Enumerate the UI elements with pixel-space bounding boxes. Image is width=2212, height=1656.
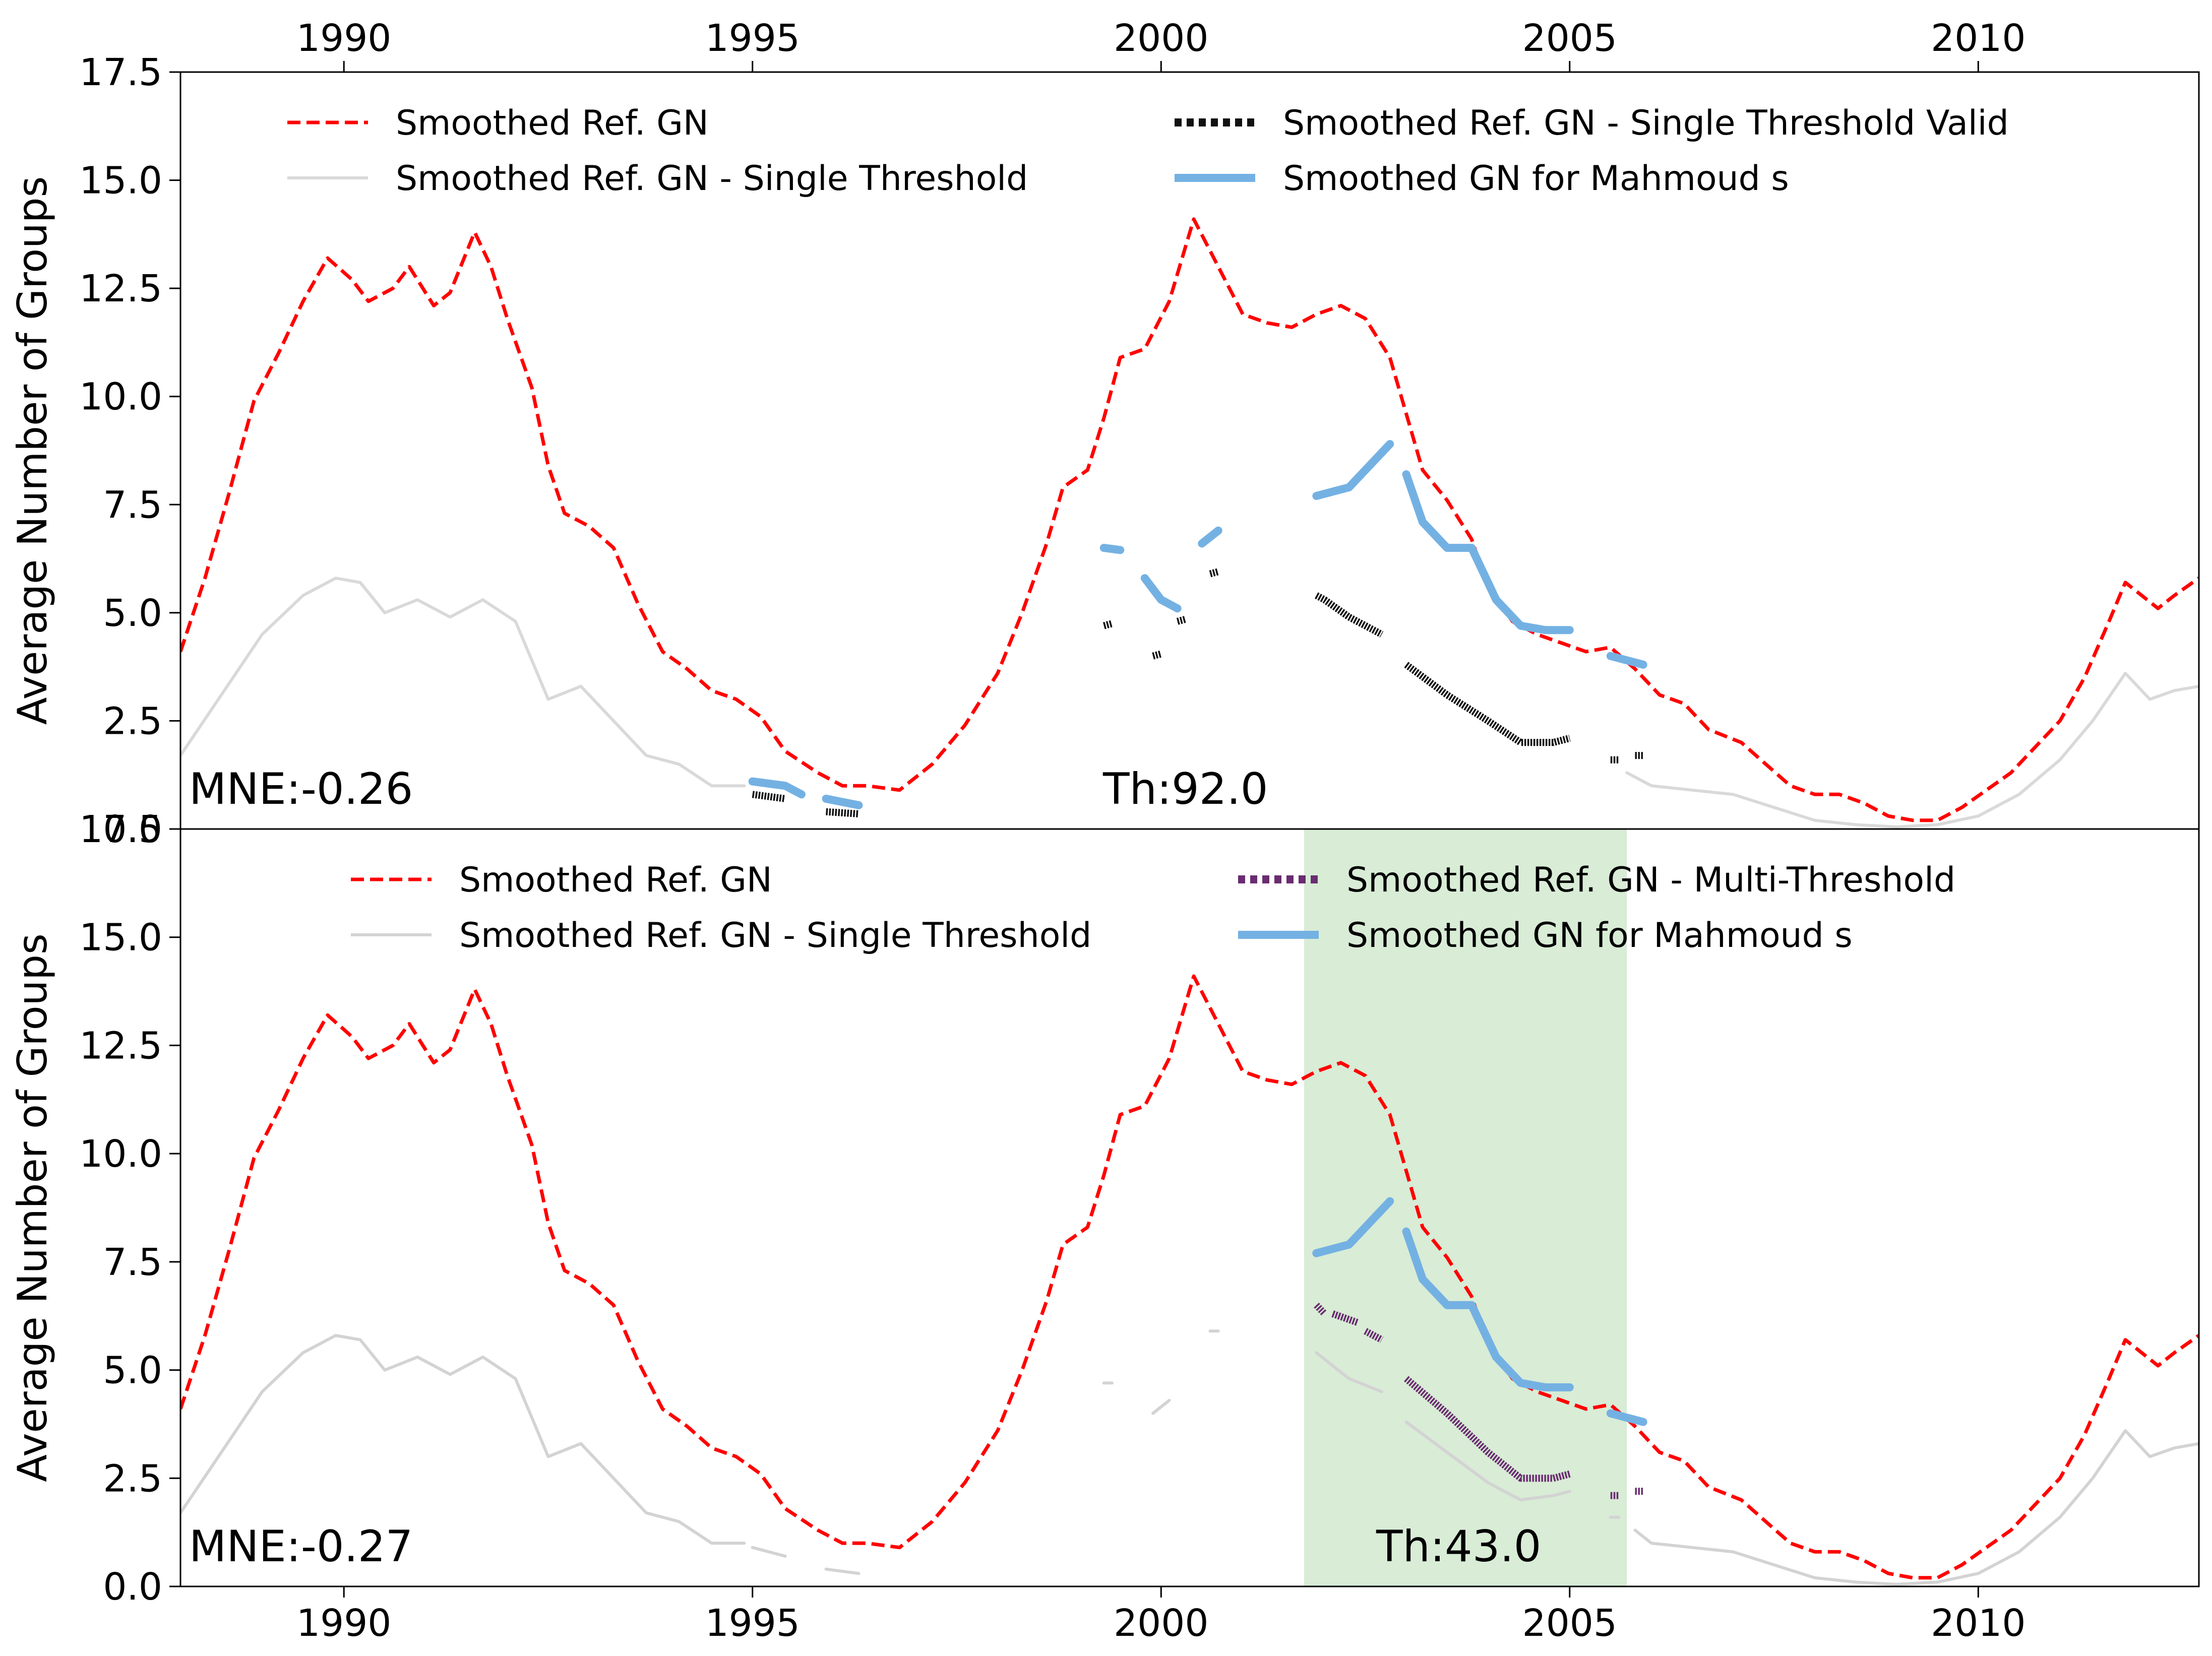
y-tick-label: 7.5	[103, 483, 162, 527]
series-lines	[180, 974, 2199, 1586]
series-line-smoothed-gn-for-mahmoud-s	[1402, 1227, 1574, 1391]
series-lines	[180, 217, 2199, 829]
x-tick-label: 2005	[1522, 1602, 1617, 1645]
legend: Smoothed Ref. GN Smoothed Ref. GN - Singl…	[351, 860, 1955, 956]
threshold-annotation: Th:92.0	[1102, 764, 1268, 814]
legend-label: Smoothed GN for Mahmoud s	[1346, 916, 1853, 956]
series-line-smoothed-gn-for-mahmoud-s	[1606, 652, 1647, 669]
legend-label: Smoothed Ref. GN	[396, 103, 709, 143]
series-line-smoothed-ref-gn	[180, 974, 2199, 1580]
shaded-interval	[1304, 829, 1627, 1586]
series-line-smoothed-ref-gn-single-threshold	[751, 1546, 787, 1558]
y-tick-label: 5.0	[103, 1349, 162, 1392]
series-line-smoothed-ref-gn-single-threshold-valid	[1404, 662, 1571, 746]
series-line-smoothed-ref-gn-single-threshold	[1315, 1351, 1383, 1393]
series-line-smoothed-gn-for-mahmoud-s	[1402, 470, 1574, 634]
series-line-smoothed-ref-gn-single-threshold	[180, 577, 746, 788]
x-tick-label: 1990	[296, 17, 391, 60]
y-axis-label: Average Number of Groups	[9, 176, 56, 725]
series-line-smoothed-ref-gn-single-threshold	[1404, 1420, 1571, 1502]
y-tick-label: 0.0	[103, 1565, 162, 1609]
series-line-smoothed-ref-gn-single-threshold-valid	[1152, 650, 1162, 660]
series-line-smoothed-gn-for-mahmoud-s	[1312, 440, 1394, 500]
threshold-annotation: Th:43.0	[1376, 1521, 1542, 1572]
series-line-smoothed-ref-gn-single-threshold-valid	[1315, 592, 1384, 638]
series-line-smoothed-gn-for-mahmoud-s	[1198, 526, 1222, 548]
series-line-smoothed-ref-gn-single-threshold-valid	[826, 808, 859, 817]
mne-annotation: MNE:-0.27	[189, 1521, 413, 1572]
x-tick-label: 2010	[1931, 1602, 2025, 1645]
legend-label: Smoothed Ref. GN	[459, 860, 772, 900]
series-line-smoothed-gn-for-mahmoud-s	[1312, 1197, 1394, 1257]
y-tick-label: 12.5	[79, 1024, 162, 1067]
x-tick-label: 1990	[296, 1602, 391, 1645]
y-tick-label: 2.5	[103, 699, 162, 743]
series-line-smoothed-ref-gn-multi-threshold	[1364, 1328, 1384, 1343]
series-line-smoothed-ref-gn	[180, 217, 2199, 822]
x-tick-label: 1995	[705, 1602, 800, 1645]
series-line-smoothed-ref-gn-multi-threshold	[1331, 1310, 1359, 1326]
y-tick-label: 2.5	[103, 1457, 162, 1500]
y-tick-label: 17.5	[79, 808, 162, 851]
y-tick-label: 17.5	[79, 51, 162, 94]
y-tick-label: 10.0	[79, 1132, 162, 1176]
series-line-smoothed-ref-gn-single-threshold	[1151, 1398, 1171, 1415]
x-tick-label: 1995	[705, 17, 800, 60]
series-line-smoothed-ref-gn-multi-threshold	[1314, 1302, 1327, 1316]
legend-label: Smoothed GN for Mahmoud s	[1283, 159, 1789, 199]
series-line-smoothed-gn-for-mahmoud-s	[1606, 1409, 1647, 1426]
series-line-smoothed-gn-for-mahmoud-s	[748, 777, 806, 799]
series-line-smoothed-gn-for-mahmoud-s	[1140, 574, 1182, 613]
y-tick-label: 5.0	[103, 592, 162, 635]
series-line-smoothed-gn-for-mahmoud-s	[822, 794, 863, 809]
series-line-smoothed-ref-gn-single-threshold	[1633, 1429, 2199, 1586]
series-line-smoothed-ref-gn-single-threshold	[824, 1567, 861, 1575]
y-tick-label: 10.0	[79, 375, 162, 419]
x-tick-label: 2000	[1114, 1602, 1208, 1645]
bottom-panel: Smoothed Ref. GN Smoothed Ref. GN - Singl…	[9, 808, 2200, 1645]
legend: Smoothed Ref. GN Smoothed Ref. GN - Singl…	[287, 103, 2009, 199]
series-line-smoothed-ref-gn-single-threshold-valid	[1103, 620, 1113, 629]
legend-label: Smoothed Ref. GN - Single Threshold Vali…	[1283, 103, 2009, 143]
series-line-smoothed-ref-gn-single-threshold	[1625, 672, 2199, 829]
legend-label: Smoothed Ref. GN - Single Threshold	[459, 916, 1091, 956]
y-tick-label: 7.5	[103, 1241, 162, 1284]
series-line-smoothed-ref-gn-single-threshold-valid	[1209, 568, 1219, 578]
y-tick-label: 15.0	[79, 916, 162, 960]
y-tick-label: 15.0	[79, 159, 162, 203]
legend-label: Smoothed Ref. GN - Multi-Threshold	[1346, 860, 1955, 900]
axes-frame	[179, 828, 2200, 1587]
top-panel: Smoothed Ref. GN Smoothed Ref. GN - Singl…	[9, 17, 2200, 851]
x-tick-label: 2010	[1931, 17, 2025, 60]
legend-label: Smoothed Ref. GN - Single Threshold	[396, 159, 1028, 199]
y-tick-label: 0.0	[103, 808, 162, 851]
series-line-smoothed-gn-for-mahmoud-s	[1099, 544, 1125, 554]
x-tick-label: 2000	[1114, 17, 1208, 60]
series-line-smoothed-ref-gn-single-threshold	[180, 1333, 746, 1545]
y-tick-label: 12.5	[79, 267, 162, 310]
mne-annotation: MNE:-0.26	[189, 764, 413, 814]
series-line-smoothed-ref-gn-single-threshold-valid	[752, 791, 786, 802]
x-tick-label: 2005	[1522, 17, 1617, 60]
y-axis-label: Average Number of Groups	[9, 933, 56, 1482]
series-line-smoothed-ref-gn-single-threshold-valid	[1176, 615, 1187, 625]
series-line-smoothed-ref-gn-multi-threshold	[1404, 1376, 1571, 1482]
